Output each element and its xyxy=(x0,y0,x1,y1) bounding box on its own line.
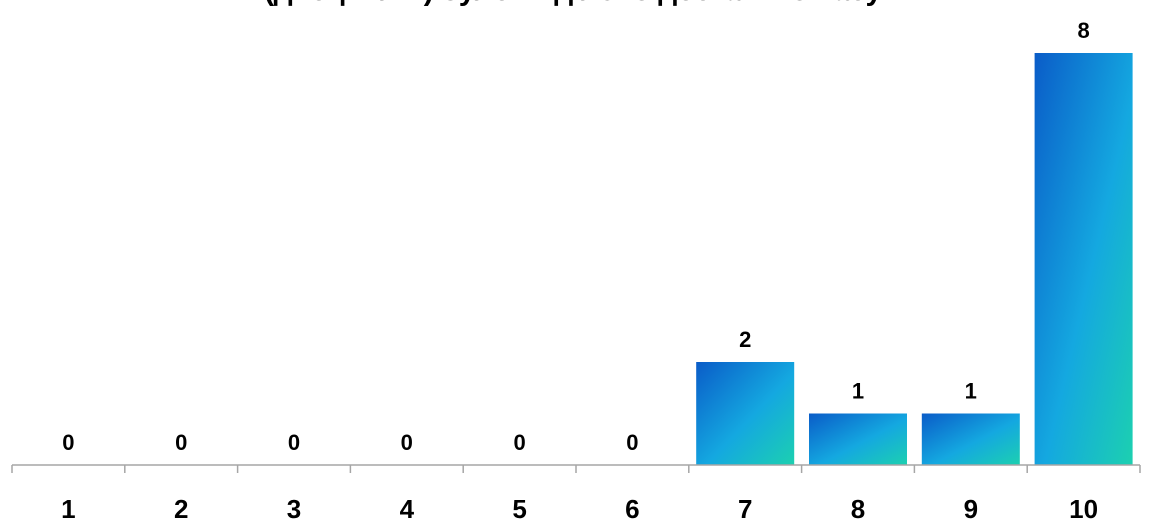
x-tick-label-10: 10 xyxy=(1069,494,1098,524)
data-label-4: 0 xyxy=(401,430,413,455)
x-tick-label-3: 3 xyxy=(287,494,301,524)
x-tick-label-2: 2 xyxy=(174,494,188,524)
bar-8 xyxy=(809,413,907,465)
x-tick-label-1: 1 xyxy=(61,494,75,524)
bar-9 xyxy=(921,413,1020,465)
bars-layer xyxy=(696,53,1133,465)
data-label-1: 0 xyxy=(62,430,74,455)
chart-title: (дисциплін) було виділено достатньо часу… xyxy=(0,0,1151,8)
data-label-8: 1 xyxy=(852,379,864,404)
data-label-9: 1 xyxy=(965,379,977,404)
x-axis xyxy=(11,464,1141,473)
x-tick-label-9: 9 xyxy=(964,494,978,524)
x-tick-label-6: 6 xyxy=(625,494,639,524)
data-label-10: 8 xyxy=(1077,18,1089,43)
x-tick-label-5: 5 xyxy=(512,494,526,524)
data-label-6: 0 xyxy=(626,430,638,455)
data-label-5: 0 xyxy=(513,430,525,455)
x-tick-label-7: 7 xyxy=(738,494,752,524)
data-label-2: 0 xyxy=(175,430,187,455)
data-label-7: 2 xyxy=(739,327,751,352)
x-tick-label-8: 8 xyxy=(851,494,865,524)
bar-10 xyxy=(1034,53,1133,465)
data-label-3: 0 xyxy=(288,430,300,455)
bar-7 xyxy=(696,362,795,465)
x-tick-label-4: 4 xyxy=(400,494,415,524)
